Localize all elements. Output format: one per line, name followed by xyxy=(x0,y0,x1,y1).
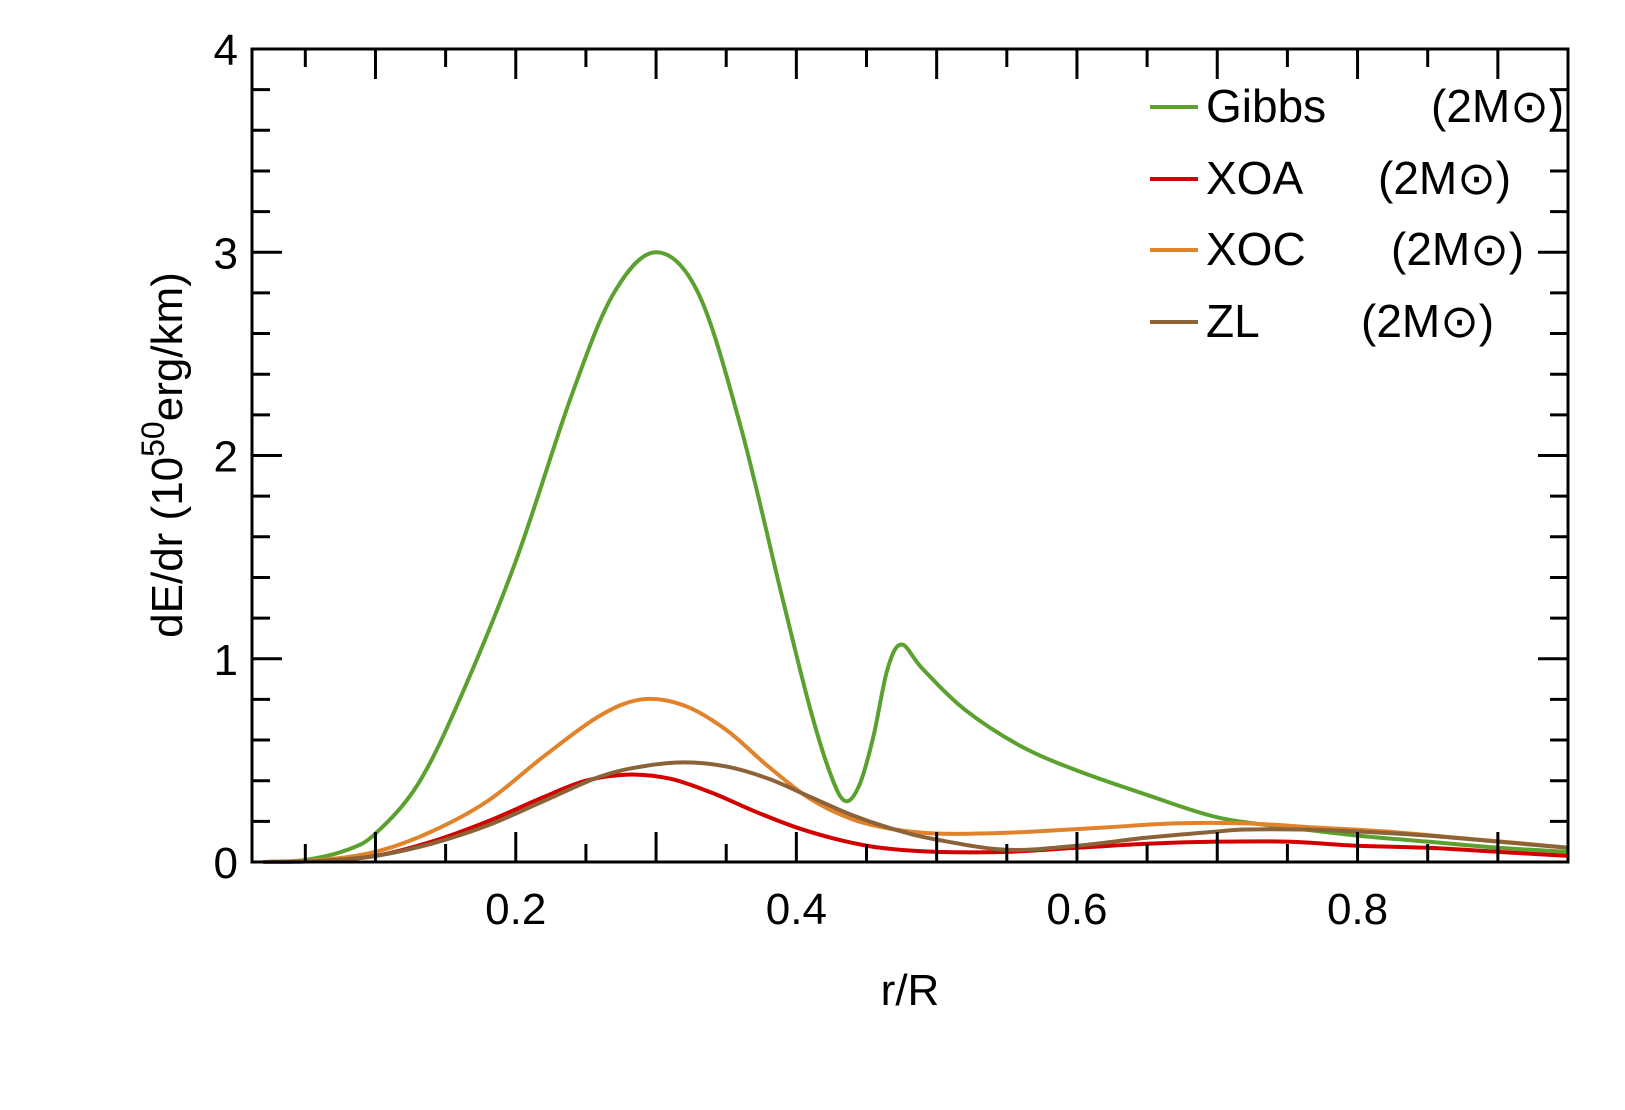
axis-ticks xyxy=(252,49,1568,862)
y-tick-label: 4 xyxy=(214,26,238,75)
x-tick-label: 0.2 xyxy=(485,885,546,934)
x-tick-label: 0.8 xyxy=(1327,885,1388,934)
series-lines xyxy=(263,250,1569,864)
x-tick-label: 0.4 xyxy=(766,885,827,934)
x-tick-label: 0.6 xyxy=(1046,885,1107,934)
y-tick-label: 2 xyxy=(214,433,238,482)
series-line-gibbs xyxy=(263,250,1569,864)
series-line-xoc xyxy=(263,696,1569,864)
legend-label: Gibbs xyxy=(1206,80,1326,132)
legend-mass-label: (2M⊙) xyxy=(1378,152,1511,204)
plot-frame xyxy=(250,47,1570,864)
y-tick-label: 1 xyxy=(214,636,238,685)
x-axis-label: r/R xyxy=(881,966,940,1015)
y-tick-label: 3 xyxy=(214,229,238,278)
legend-mass-label: (2M⊙) xyxy=(1361,295,1494,347)
y-tick-label: 0 xyxy=(214,839,238,888)
x-tick-labels: 0.2 0.4 0.6 0.8 xyxy=(485,885,1388,934)
legend-label: XOA xyxy=(1206,152,1303,204)
legend-mass-label: (2M⊙) xyxy=(1431,80,1564,132)
series-line-xoa xyxy=(263,772,1569,864)
series-line-zl xyxy=(263,760,1569,864)
y-axis-label: dE/dr (1050erg/km) xyxy=(135,272,192,638)
y-tick-labels: 0 1 2 3 4 xyxy=(214,26,238,888)
legend: Gibbs (2M⊙) XOA (2M⊙) XOC (2M⊙) ZL (2M⊙) xyxy=(1150,80,1564,347)
legend-label: ZL xyxy=(1206,295,1260,347)
legend-label: XOC xyxy=(1206,223,1306,275)
legend-mass-label: (2M⊙) xyxy=(1391,223,1524,275)
